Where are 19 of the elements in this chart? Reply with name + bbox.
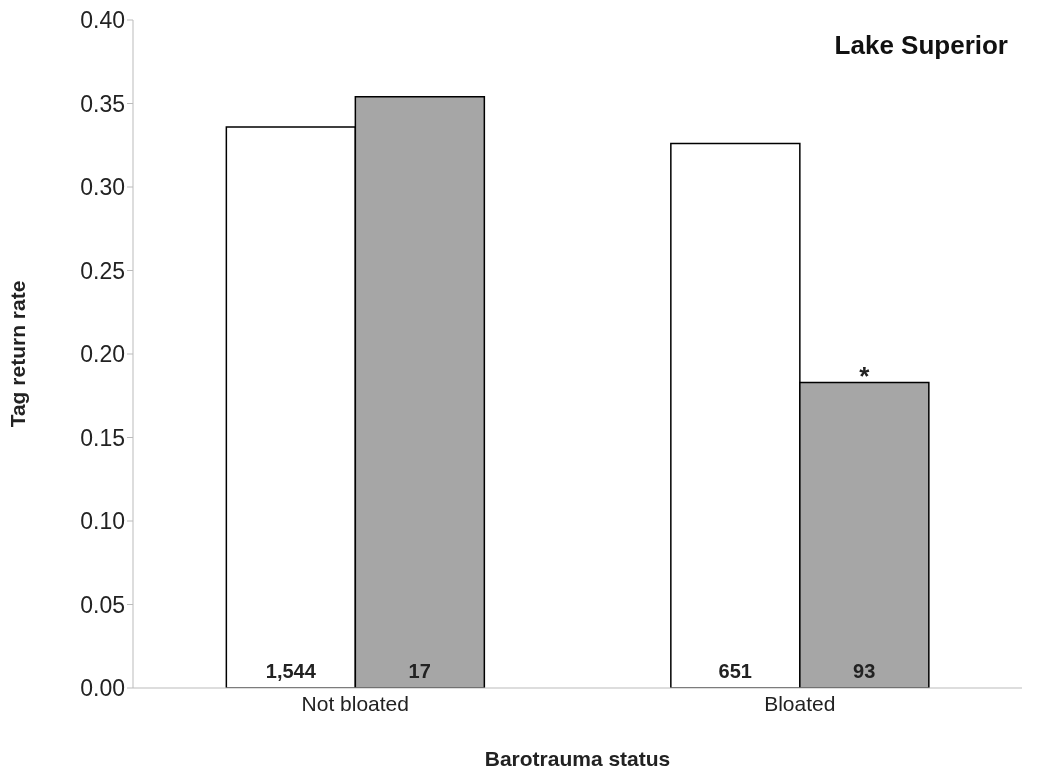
x-tick-label: Not bloated [301,691,409,715]
y-tick-label: 0.00 [80,675,125,702]
chart-title: Lake Superior [834,30,1008,60]
y-tick-label: 0.05 [80,591,125,618]
annotation: * [859,360,871,391]
annotation: 17 [408,660,431,682]
y-axis-title: Tag return rate [6,280,30,428]
y-tick-label: 0.15 [80,424,125,451]
y-tick-label: 0.35 [80,90,125,117]
y-tick-label: 0.30 [80,174,125,201]
annotation: 93 [853,660,876,682]
y-tick-label: 0.20 [80,341,125,368]
y-tick-label: 0.25 [80,257,125,284]
annotation: 651 [718,660,752,682]
y-tick-label: 0.40 [80,7,125,34]
x-axis-title: Barotrauma status [484,747,671,770]
annotation: 1,544 [265,660,317,682]
y-tick-label: 0.10 [80,508,125,535]
x-tick-label: Bloated [764,691,836,715]
